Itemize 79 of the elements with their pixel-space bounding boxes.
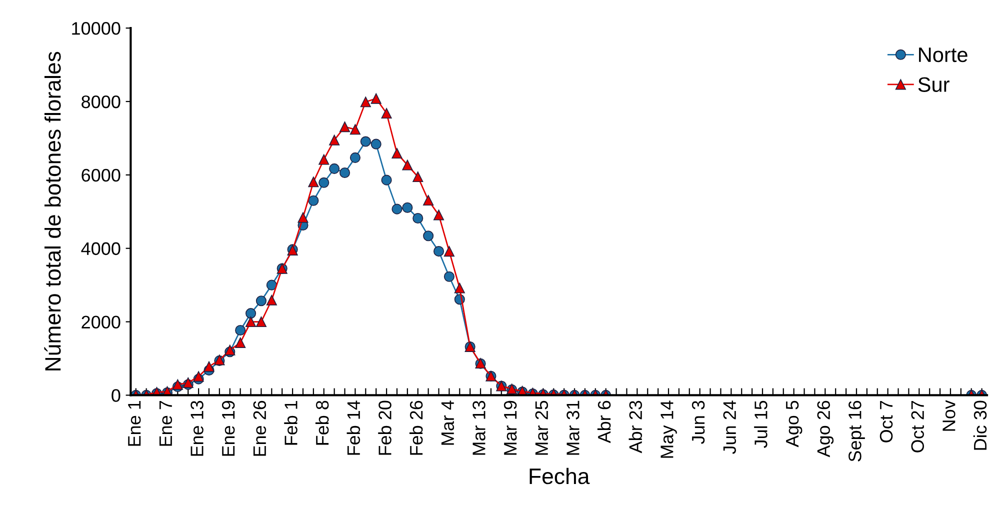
point	[329, 163, 340, 174]
legend-label: Sur	[918, 77, 950, 92]
point	[423, 230, 434, 242]
point	[329, 134, 340, 146]
point	[318, 177, 330, 188]
point	[350, 124, 360, 135]
x-tick-label: Abr 6	[597, 400, 611, 444]
x-tick-label: Sept 16	[848, 400, 865, 462]
point	[350, 152, 360, 163]
legend-label: Norte	[919, 48, 968, 62]
point	[266, 280, 277, 290]
point	[412, 212, 424, 224]
point	[381, 108, 392, 119]
x-tick-label: Mar 4	[441, 400, 454, 445]
x-tick-label: Abr 23	[628, 400, 642, 454]
point	[402, 202, 413, 213]
point	[204, 361, 214, 372]
point	[433, 246, 444, 257]
point	[256, 296, 266, 306]
x-tick-label: Feb 8	[315, 400, 329, 445]
y-tick-label: 10000	[72, 22, 120, 35]
y-tick-label: 6000	[82, 168, 120, 182]
x-tick-label: Feb 14	[346, 400, 360, 455]
x-tick-label: Ene 26	[253, 400, 266, 456]
point	[370, 138, 382, 150]
point	[308, 195, 319, 206]
point	[256, 316, 266, 328]
x-axis-title: Fecha	[530, 468, 590, 484]
x-tick-label: Ene 13	[190, 400, 204, 456]
point	[235, 337, 246, 348]
point	[339, 167, 350, 178]
point	[360, 96, 371, 108]
point	[245, 308, 256, 319]
x-tick-label: Ago 26	[817, 400, 834, 458]
point	[444, 246, 454, 257]
point	[318, 154, 330, 165]
x-tick-label: Dic 30	[973, 400, 987, 450]
x-tick-label: Mar 31	[566, 400, 580, 455]
x-tick-label: Oct 7	[880, 400, 893, 442]
point	[370, 93, 382, 104]
point	[381, 174, 392, 186]
x-tick-label: Nov	[942, 400, 956, 431]
point	[245, 316, 256, 328]
point	[402, 160, 413, 170]
x-tick-label: May 14	[660, 400, 677, 458]
point	[392, 204, 402, 214]
y-tick-label: 8000	[82, 95, 120, 108]
x-tick-label: Mar 19	[504, 400, 517, 455]
x-tick-label: Ene 1	[128, 400, 141, 446]
x-tick-label: Mar 13	[472, 400, 486, 455]
x-tick-label: Oct 27	[911, 400, 924, 452]
point	[412, 171, 424, 182]
point	[266, 294, 277, 306]
point	[172, 379, 183, 390]
y-tick-label: 0	[112, 389, 120, 402]
point	[193, 371, 204, 382]
x-tick-label: Ene 7	[159, 400, 172, 446]
y-tick-label: 4000	[81, 242, 120, 256]
x-tick-label: Jun 24	[723, 400, 736, 454]
point	[235, 324, 246, 336]
x-tick-label: Feb 20	[378, 400, 392, 455]
x-tick-label: Mar 25	[535, 400, 548, 455]
point	[392, 148, 402, 159]
x-tick-label: Ene 19	[222, 400, 235, 456]
y-tick-label: 2000	[82, 316, 120, 328]
y-axis-title: Número total de botones florales	[44, 52, 61, 370]
x-tick-label: Ago 5	[786, 400, 802, 448]
point	[298, 212, 308, 223]
point	[339, 122, 350, 132]
point	[360, 136, 371, 147]
x-tick-label: Jun 3	[692, 400, 705, 444]
point	[454, 282, 465, 294]
x-tick-label: Feb 1	[284, 400, 298, 445]
point	[423, 194, 434, 206]
x-tick-label: Jul 15	[754, 400, 768, 448]
x-tick-label: Feb 26	[409, 400, 423, 455]
point	[433, 210, 444, 220]
point	[308, 176, 319, 188]
point	[444, 271, 454, 282]
